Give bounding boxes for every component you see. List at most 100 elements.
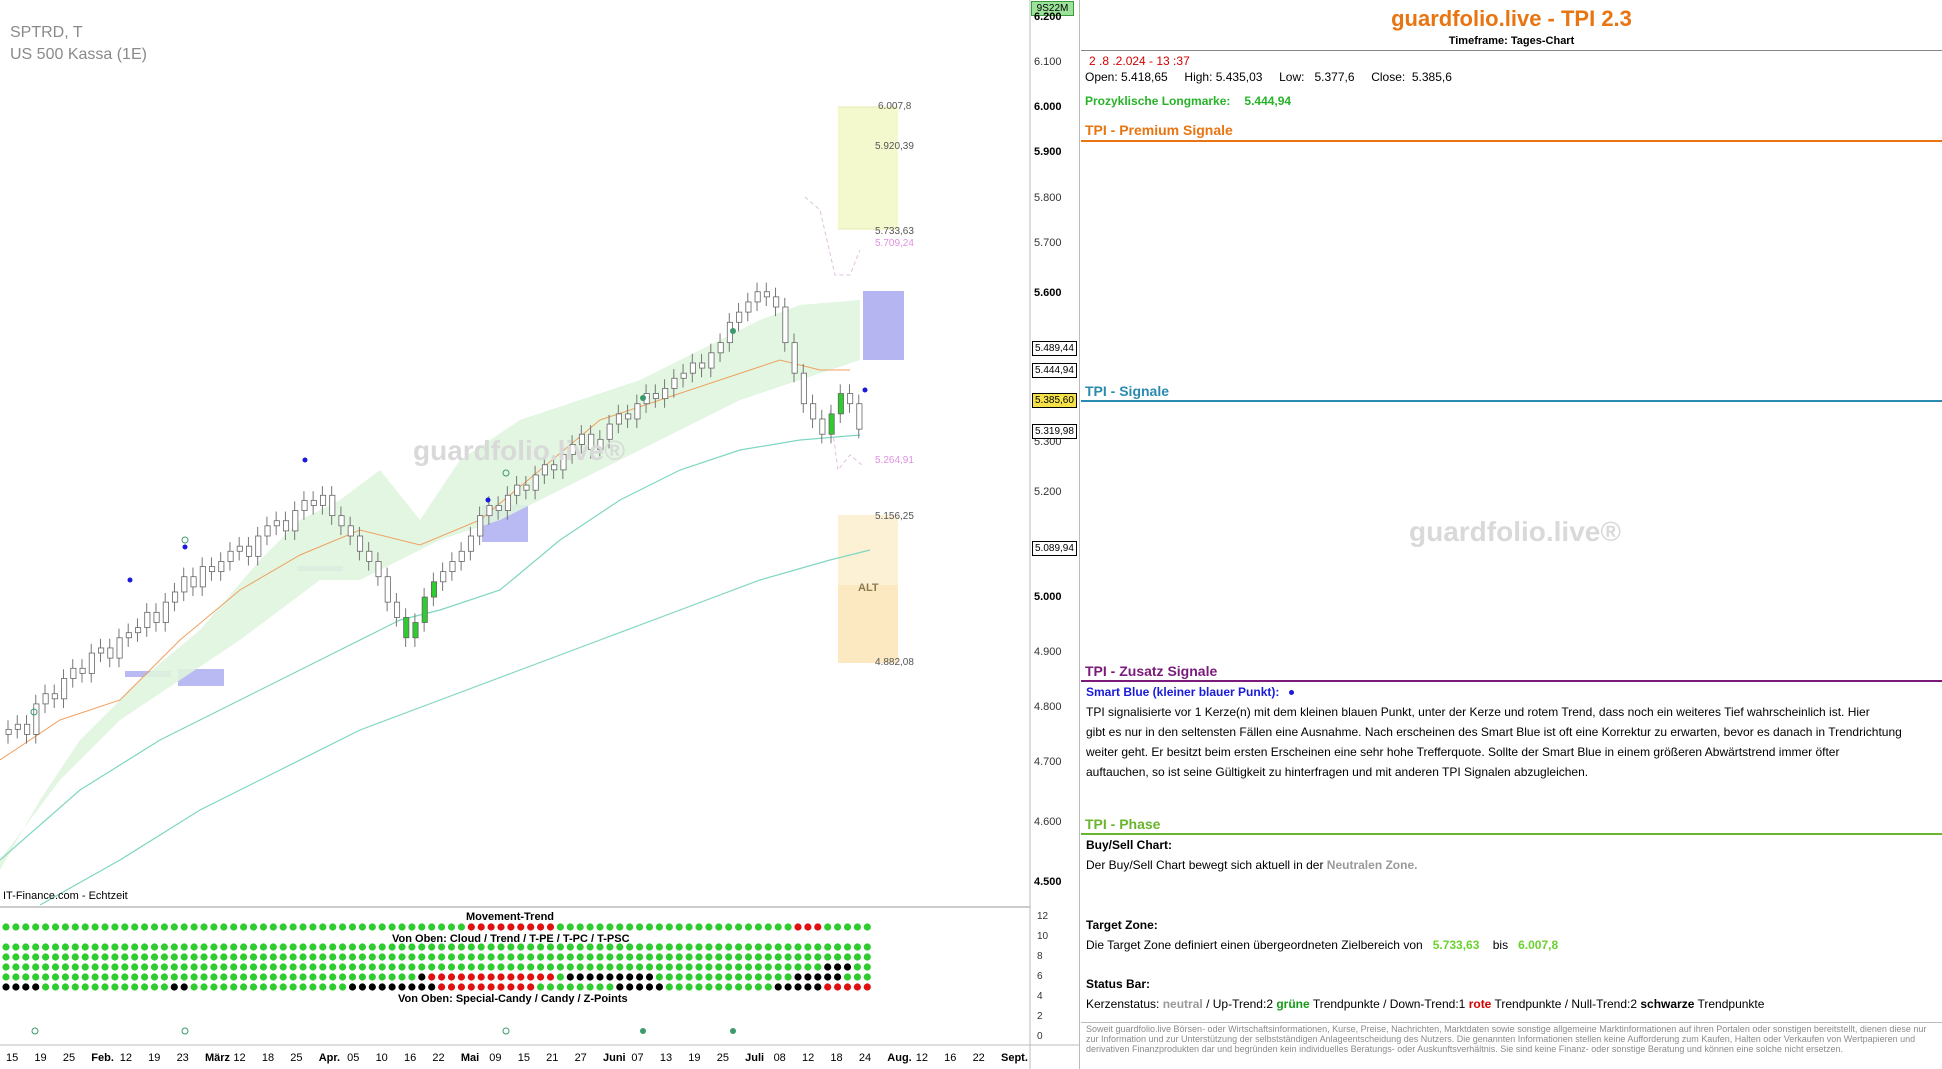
- candle: [5, 728, 12, 735]
- status-dot: [804, 963, 812, 971]
- status-dot: [596, 963, 604, 971]
- status-dot: [339, 923, 347, 931]
- status-dot: [645, 943, 654, 951]
- x-tick-label: März: [205, 1052, 231, 1064]
- status-dot: [348, 943, 357, 951]
- candle: [356, 535, 364, 552]
- timeframe-label: Timeframe: Tages-Chart: [1448, 35, 1575, 47]
- candle: [634, 403, 641, 420]
- status-dot: [774, 973, 782, 981]
- status-dot: [824, 923, 832, 931]
- candle: [403, 617, 410, 639]
- status-dot: [190, 943, 198, 951]
- status-dot: [487, 953, 495, 961]
- status-dot: [309, 973, 317, 981]
- status-dot: [131, 953, 139, 961]
- status-dot: [51, 953, 60, 961]
- status-dot: [537, 973, 545, 981]
- smart-blue-dot: [302, 457, 308, 463]
- candle: [384, 576, 391, 603]
- candle: [514, 484, 521, 496]
- status-dot: [319, 963, 327, 971]
- candle: [569, 444, 576, 455]
- status-dot: [319, 953, 327, 961]
- status-dot: [368, 923, 376, 931]
- status-dot: [853, 963, 862, 971]
- status-dot: [220, 973, 228, 981]
- status-dot: [259, 953, 267, 961]
- y-tick-label: 5.000: [1034, 591, 1062, 603]
- status-dot: [81, 943, 89, 951]
- status-dot: [398, 963, 406, 971]
- status-dot: [42, 983, 50, 991]
- candle: [172, 591, 179, 603]
- status-dot: [824, 973, 832, 981]
- status-dot: [131, 923, 139, 931]
- status-dot: [735, 963, 743, 971]
- status-dot: [81, 973, 89, 981]
- status-dot: [131, 963, 139, 971]
- chart-pane[interactable]: 9S22M SPTRD, T US 500 Kassa (1E) guardfo…: [0, 0, 1080, 1069]
- x-tick-label: 25: [290, 1052, 303, 1064]
- status-dot: [81, 923, 89, 931]
- status-dot: [299, 953, 307, 961]
- candle: [560, 454, 567, 471]
- status-dot: [180, 923, 188, 931]
- candle: [181, 576, 188, 593]
- x-tick-label: Sept.: [1001, 1052, 1028, 1064]
- y-tick-label: 5.300: [1034, 436, 1062, 448]
- x-tick-label: 15: [6, 1052, 19, 1064]
- status-dot: [210, 973, 218, 981]
- status-dot: [764, 943, 772, 951]
- app-title: guardfolio.live - TPI 2.3: [1391, 6, 1632, 31]
- status-dot: [655, 923, 664, 931]
- x-tick-label: 21: [546, 1052, 559, 1064]
- status-dot: [180, 953, 188, 961]
- status-dot: [91, 973, 99, 981]
- smart-blue-dot: [182, 544, 188, 550]
- price-chart[interactable]: [0, 0, 1080, 1069]
- candle: [819, 418, 826, 435]
- status-dot: [71, 973, 79, 981]
- status-dot: [546, 943, 555, 951]
- status-dot: [814, 983, 822, 991]
- status-dot: [398, 983, 406, 991]
- x-tick-label: 18: [261, 1052, 275, 1064]
- status-dot: [358, 983, 366, 991]
- status-dot: [685, 953, 693, 961]
- status-dot: [576, 923, 584, 931]
- status-dot: [42, 923, 50, 931]
- x-tick-label: Mai: [460, 1052, 480, 1064]
- status-dot: [339, 973, 347, 981]
- status-dot: [378, 923, 386, 931]
- status-dot: [477, 953, 485, 961]
- status-dot: [517, 943, 525, 951]
- status-dot: [794, 983, 802, 991]
- status-dot: [150, 983, 159, 991]
- status-dot: [131, 973, 139, 981]
- status-dot: [467, 923, 475, 931]
- status-dot: [467, 943, 475, 951]
- smart-blue-dot: [485, 497, 491, 503]
- status-dot: [249, 973, 258, 981]
- status-dot: [754, 983, 763, 991]
- status-dot: [150, 953, 159, 961]
- status-dot: [784, 953, 792, 961]
- status-title: Status Bar:: [1086, 977, 1151, 991]
- timeframe-badge[interactable]: 9S22M: [1031, 1, 1074, 16]
- candle: [828, 413, 835, 435]
- status-dot: [556, 923, 565, 931]
- status-dot: [170, 983, 178, 991]
- status-dot: [527, 963, 535, 971]
- candle: [98, 647, 105, 654]
- status-dot: [735, 983, 743, 991]
- x-tick-label: 22: [432, 1052, 445, 1064]
- status-dot: [715, 973, 723, 981]
- candle: [763, 291, 770, 298]
- blue-dot-icon: [1289, 690, 1295, 696]
- status-dot: [32, 953, 40, 961]
- status-dot: [329, 973, 337, 981]
- status-dot: [675, 963, 683, 971]
- status-dot: [497, 963, 505, 971]
- smart-blue-text: weiter geht. Er besitzt beim ersten Ersc…: [1086, 745, 1840, 759]
